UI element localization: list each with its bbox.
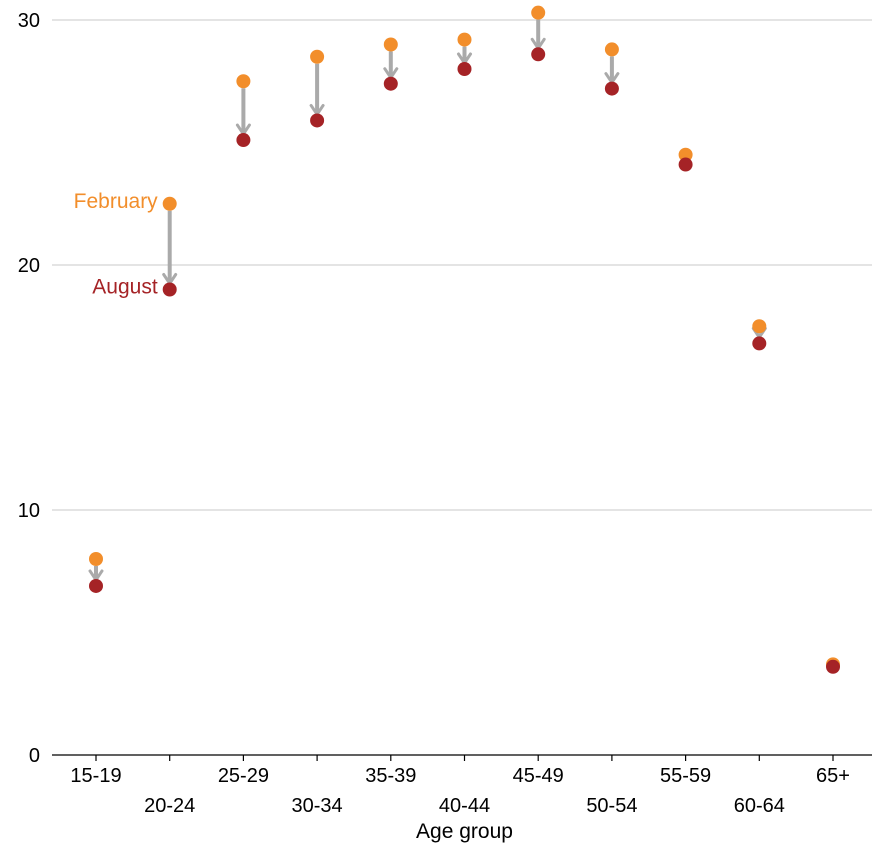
y-tick-label: 20 [18,255,40,277]
change-arrow [162,210,178,285]
august-point [162,282,177,297]
change-arrow [309,63,325,116]
february-point [310,49,325,64]
february-label: February [74,190,159,213]
y-axis-ticks: 0 10 20 30 [18,10,40,767]
february-point [531,5,546,20]
february-point [236,74,251,89]
series-labels: February August [74,190,159,299]
change-arrow [88,566,104,582]
x-tick-label: 30-34 [292,795,343,817]
february-point [89,552,103,566]
change-arrow [530,19,546,50]
change-arrows [88,19,767,582]
y-tick-label: 30 [18,10,40,32]
february-point [162,196,177,211]
august-point [383,76,398,91]
x-tick-label: 60-64 [734,795,785,817]
february-point [457,32,472,47]
august-point [678,157,693,172]
august-point [752,336,767,351]
x-tick-label: 65+ [816,765,850,787]
august-point [457,62,472,76]
february-point [752,319,767,334]
gridlines [52,19,872,511]
x-tick-label: 15-19 [70,765,121,787]
x-tick-label: 25-29 [218,765,269,787]
august-point [310,113,325,128]
x-tick-label: 40-44 [439,795,490,817]
x-tick-label: 50-54 [586,795,637,817]
x-axis-ticks: 15-19 20-24 25-29 30-34 35-39 40-44 45-49 50-54… [70,755,850,817]
x-axis-title: Age group [416,820,513,843]
february-point [678,147,693,162]
data-points [89,5,840,674]
x-tick-label: 55-59 [660,765,711,787]
february-point [604,42,619,57]
august-point [236,133,251,148]
change-arrow [604,56,620,85]
y-tick-label: 0 [29,745,40,767]
x-tick-label: 20-24 [144,795,195,817]
change-arrow [235,88,251,136]
august-label: August [92,276,158,299]
august-point [531,47,546,62]
august-point [826,659,840,674]
august-point [89,578,103,593]
august-point [604,81,619,96]
x-tick-label: 45-49 [513,765,564,787]
x-tick-label: 35-39 [365,765,416,787]
y-tick-label: 10 [18,500,40,522]
change-arrow [457,46,472,65]
february-point [383,37,398,52]
change-arrow [383,51,399,80]
